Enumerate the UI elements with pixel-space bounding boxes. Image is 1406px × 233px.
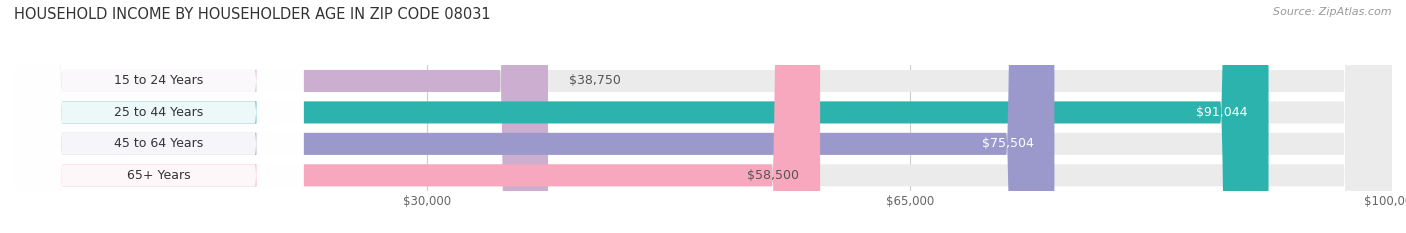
Text: $75,504: $75,504 (981, 137, 1033, 150)
FancyBboxPatch shape (14, 0, 1392, 233)
Text: 15 to 24 Years: 15 to 24 Years (114, 75, 204, 87)
FancyBboxPatch shape (14, 0, 304, 233)
FancyBboxPatch shape (14, 0, 548, 233)
FancyBboxPatch shape (14, 0, 1392, 233)
Text: HOUSEHOLD INCOME BY HOUSEHOLDER AGE IN ZIP CODE 08031: HOUSEHOLD INCOME BY HOUSEHOLDER AGE IN Z… (14, 7, 491, 22)
FancyBboxPatch shape (14, 0, 820, 233)
FancyBboxPatch shape (14, 0, 1392, 233)
FancyBboxPatch shape (14, 0, 1054, 233)
FancyBboxPatch shape (14, 0, 304, 233)
FancyBboxPatch shape (14, 0, 304, 233)
Text: $91,044: $91,044 (1197, 106, 1249, 119)
FancyBboxPatch shape (14, 0, 1268, 233)
Text: $38,750: $38,750 (568, 75, 620, 87)
Text: 25 to 44 Years: 25 to 44 Years (114, 106, 204, 119)
FancyBboxPatch shape (14, 0, 304, 233)
FancyBboxPatch shape (14, 0, 1392, 233)
Text: 65+ Years: 65+ Years (127, 169, 191, 182)
Text: $58,500: $58,500 (748, 169, 800, 182)
Text: Source: ZipAtlas.com: Source: ZipAtlas.com (1274, 7, 1392, 17)
Text: 45 to 64 Years: 45 to 64 Years (114, 137, 204, 150)
